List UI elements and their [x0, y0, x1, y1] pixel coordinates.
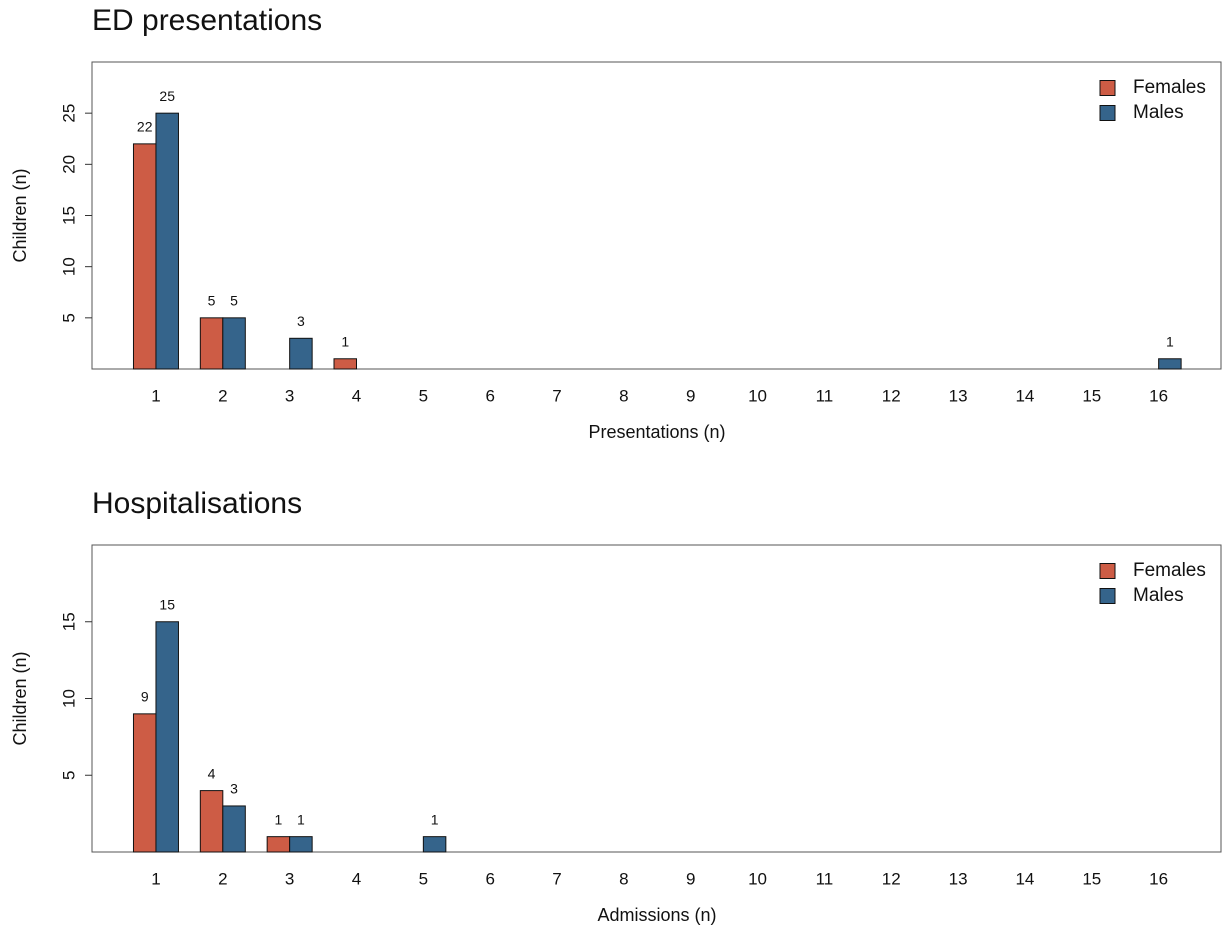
legend-swatch: [1099, 80, 1116, 96]
legend-label: Females: [1133, 560, 1206, 581]
bar: [422, 836, 447, 853]
x-tick-label: 6: [485, 869, 494, 888]
y-axis-title: Children (n): [10, 168, 30, 262]
x-tick-label: 16: [1149, 869, 1168, 888]
bar: [155, 621, 179, 853]
x-tick-label: 6: [485, 386, 494, 405]
bar: [199, 790, 224, 853]
x-axis-title: Presentations (n): [588, 422, 725, 442]
value-label: 4: [208, 765, 216, 781]
y-tick-label: 15: [59, 612, 78, 631]
x-tick-label: 8: [619, 386, 628, 405]
x-tick-label: 3: [285, 869, 294, 888]
x-tick-label: 3: [285, 386, 294, 405]
chart-title: Hospitalisations: [92, 487, 302, 520]
value-label: 1: [1166, 333, 1174, 349]
chart-title: ED presentations: [92, 4, 322, 37]
y-tick-label: 20: [59, 155, 78, 174]
x-tick-label: 14: [1015, 869, 1034, 888]
y-tick-label: 25: [59, 104, 78, 123]
value-label: 3: [297, 313, 305, 329]
x-tick-label: 9: [686, 869, 695, 888]
bar: [132, 713, 157, 853]
y-tick-label: 10: [59, 689, 78, 708]
x-tick-label: 13: [949, 386, 968, 405]
legend-label: Males: [1133, 102, 1184, 123]
x-tick-label: 5: [419, 386, 428, 405]
value-label: 5: [230, 293, 238, 309]
y-tick-label: 5: [59, 771, 78, 780]
y-axis-title: Children (n): [10, 651, 30, 745]
bar: [222, 317, 246, 370]
x-tick-label: 14: [1015, 386, 1034, 405]
x-tick-label: 11: [816, 386, 834, 405]
value-label: 25: [159, 88, 175, 104]
x-tick-label: 5: [419, 869, 428, 888]
value-label: 1: [431, 811, 439, 827]
x-tick-label: 15: [1082, 869, 1101, 888]
value-label: 1: [341, 333, 349, 349]
value-label: 9: [141, 689, 149, 705]
bar: [289, 337, 313, 370]
bar: [132, 143, 157, 370]
x-tick-label: 4: [352, 869, 361, 888]
x-tick-label: 8: [619, 869, 628, 888]
x-tick-label: 1: [151, 869, 160, 888]
y-tick-label: 15: [59, 206, 78, 225]
x-tick-label: 10: [748, 869, 767, 888]
bar: [199, 317, 224, 370]
value-label: 5: [208, 293, 216, 309]
legend-swatch: [1099, 588, 1116, 604]
x-tick-label: 7: [552, 386, 561, 405]
value-label: 3: [230, 781, 238, 797]
x-tick-label: 15: [1082, 386, 1101, 405]
x-tick-label: 7: [552, 869, 561, 888]
y-tick-label: 5: [59, 313, 78, 322]
bar: [266, 836, 291, 853]
x-tick-label: 16: [1149, 386, 1168, 405]
x-tick-label: 13: [949, 869, 968, 888]
bar: [1158, 358, 1182, 370]
legend-swatch: [1099, 105, 1116, 121]
value-label: 22: [137, 119, 153, 135]
x-axis-title: Admissions (n): [597, 905, 716, 925]
x-tick-label: 4: [352, 386, 361, 405]
x-tick-label: 10: [748, 386, 767, 405]
bar: [222, 805, 246, 853]
plot-frame: [91, 544, 1222, 853]
bar: [155, 112, 179, 370]
x-tick-label: 2: [218, 386, 227, 405]
x-tick-label: 12: [882, 386, 901, 405]
legend-label: Males: [1133, 585, 1184, 606]
value-label: 15: [159, 596, 175, 612]
y-tick-label: 10: [59, 257, 78, 276]
legend-label: Females: [1133, 77, 1206, 98]
bar: [333, 358, 358, 370]
x-tick-label: 12: [882, 869, 901, 888]
x-tick-label: 9: [686, 386, 695, 405]
x-tick-label: 1: [151, 386, 160, 405]
bar: [289, 836, 313, 853]
plot-frame: [91, 61, 1222, 370]
value-label: 1: [275, 811, 283, 827]
value-label: 1: [297, 811, 305, 827]
x-tick-label: 11: [816, 869, 834, 888]
legend-swatch: [1099, 563, 1116, 579]
x-tick-label: 2: [218, 869, 227, 888]
